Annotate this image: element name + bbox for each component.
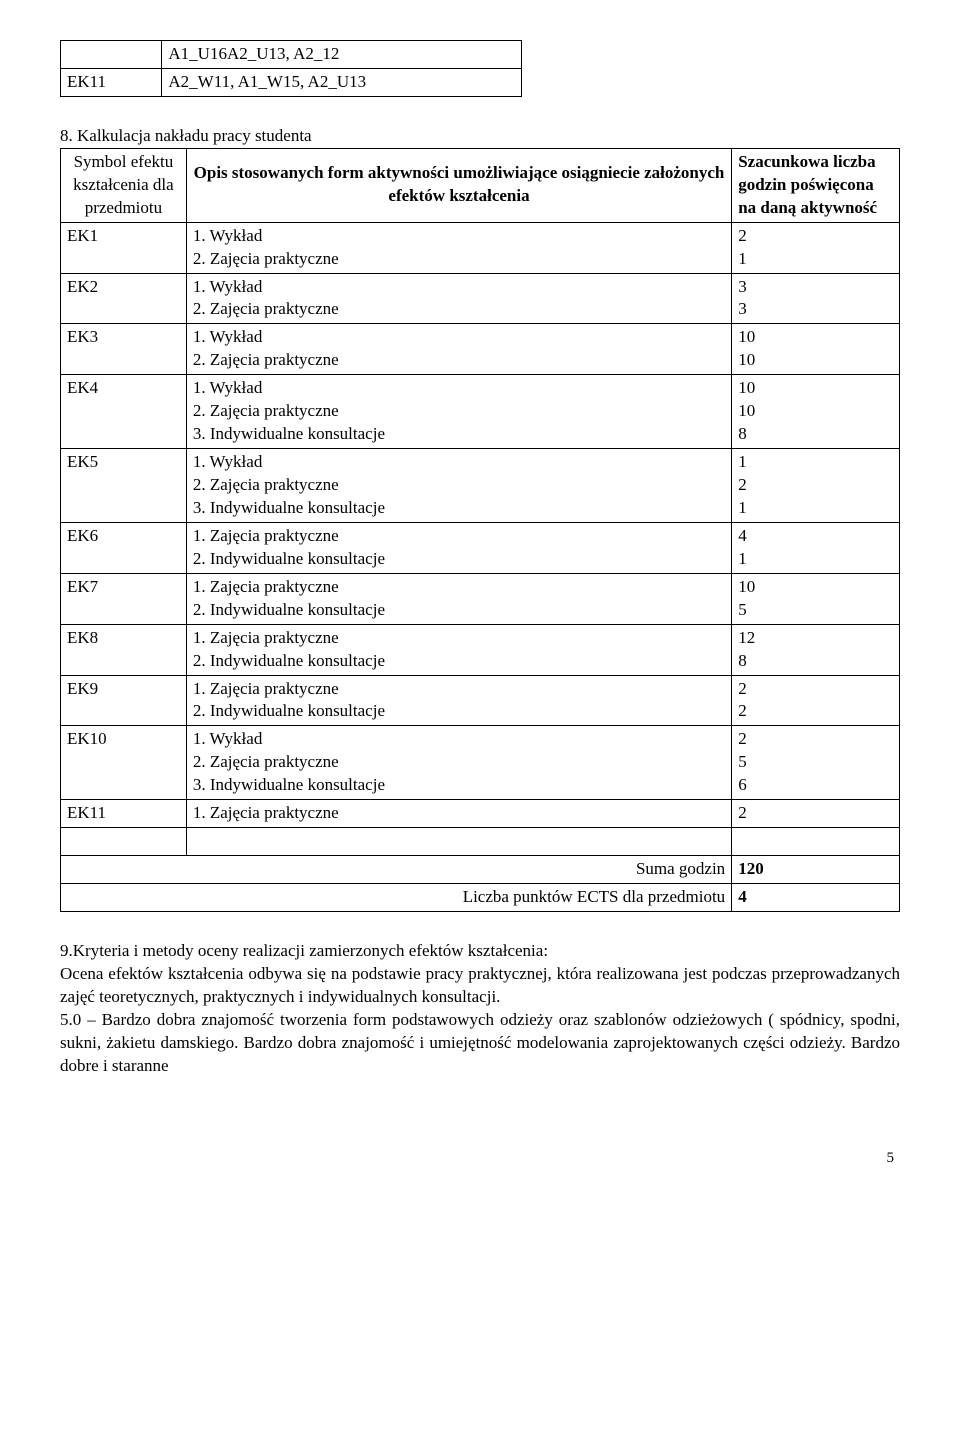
sum-row-hours: Suma godzin 120 (61, 856, 900, 884)
ek-hours: 3 3 (732, 273, 900, 324)
sum-value-ects: 4 (732, 884, 900, 912)
ek-label: EK5 (61, 449, 187, 523)
section-9-paragraph: 9.Kryteria i metody oceny realizacji zam… (60, 940, 900, 1078)
page-number: 5 (60, 1148, 900, 1168)
top-r1-c2: A1_U16A2_U13, A2_12 (162, 41, 522, 69)
ek-label: EK1 (61, 222, 187, 273)
ek-label: EK4 (61, 375, 187, 449)
ek-hours: 10 10 (732, 324, 900, 375)
top-r1-c1 (61, 41, 162, 69)
section-9-title: 9.Kryteria i metody oceny realizacji zam… (60, 941, 548, 960)
ek-acts: 1. Zajęcia praktyczne (186, 800, 731, 828)
ek-label: EK2 (61, 273, 187, 324)
ek-hours: 2 5 6 (732, 726, 900, 800)
top-r2-c1: EK11 (61, 68, 162, 96)
col-header-symbol: Symbol efektu kształcenia dla przedmiotu (61, 148, 187, 222)
ek-acts: 1. Wykład 2. Zajęcia praktyczne 3. Indyw… (186, 726, 731, 800)
ek-label: EK10 (61, 726, 187, 800)
section-9-p1: Ocena efektów kształcenia odbywa się na … (60, 964, 900, 1006)
ek-acts: 1. Wykład 2. Zajęcia praktyczne 3. Indyw… (186, 449, 731, 523)
ek-hours: 2 (732, 800, 900, 828)
ek-hours: 4 1 (732, 522, 900, 573)
ek-acts: 1. Wykład 2. Zajęcia praktyczne (186, 324, 731, 375)
ek-acts: 1. Zajęcia praktyczne 2. Indywidualne ko… (186, 675, 731, 726)
ek-label: EK3 (61, 324, 187, 375)
ek-hours: 12 8 (732, 624, 900, 675)
section-9-p2: 5.0 – Bardzo dobra znajomość tworzenia f… (60, 1010, 900, 1075)
col-header-activities: Opis stosowanych form aktywności umożliw… (186, 148, 731, 222)
ek-hours: 2 2 (732, 675, 900, 726)
section-8-title: 8. Kalkulacja nakładu pracy studenta (60, 125, 900, 148)
sum-value-hours: 120 (732, 856, 900, 884)
table-row: EK9 1. Zajęcia praktyczne 2. Indywidualn… (61, 675, 900, 726)
ek-acts: 1. Wykład 2. Zajęcia praktyczne 3. Indyw… (186, 375, 731, 449)
ek-hours: 1 2 1 (732, 449, 900, 523)
table-row: EK2 1. Wykład 2. Zajęcia praktyczne 3 3 (61, 273, 900, 324)
top-r2-c2: A2_W11, A1_W15, A2_U13 (162, 68, 522, 96)
ek-acts: 1. Zajęcia praktyczne 2. Indywidualne ko… (186, 522, 731, 573)
table-row: EK7 1. Zajęcia praktyczne 2. Indywidualn… (61, 573, 900, 624)
ek-label: EK8 (61, 624, 187, 675)
sum-row-ects: Liczba punktów ECTS dla przedmiotu 4 (61, 884, 900, 912)
table-row: EK5 1. Wykład 2. Zajęcia praktyczne 3. I… (61, 449, 900, 523)
table-header-row: Symbol efektu kształcenia dla przedmiotu… (61, 148, 900, 222)
ek-label: EK7 (61, 573, 187, 624)
table-row: EK11 1. Zajęcia praktyczne 2 (61, 800, 900, 828)
ek-label: EK9 (61, 675, 187, 726)
table-row: EK3 1. Wykład 2. Zajęcia praktyczne 10 1… (61, 324, 900, 375)
ek-acts: 1. Zajęcia praktyczne 2. Indywidualne ko… (186, 624, 731, 675)
ek-acts: 1. Wykład 2. Zajęcia praktyczne (186, 273, 731, 324)
top-codes-table: A1_U16A2_U13, A2_12 EK11 A2_W11, A1_W15,… (60, 40, 522, 97)
sum-label-ects: Liczba punktów ECTS dla przedmiotu (61, 884, 732, 912)
ek-acts: 1. Zajęcia praktyczne 2. Indywidualne ko… (186, 573, 731, 624)
ek-acts: 1. Wykład 2. Zajęcia praktyczne (186, 222, 731, 273)
table-row: EK1 1. Wykład 2. Zajęcia praktyczne 2 1 (61, 222, 900, 273)
table-row: EK6 1. Zajęcia praktyczne 2. Indywidualn… (61, 522, 900, 573)
sum-label-hours: Suma godzin (61, 856, 732, 884)
table-row: EK8 1. Zajęcia praktyczne 2. Indywidualn… (61, 624, 900, 675)
table-row: EK10 1. Wykład 2. Zajęcia praktyczne 3. … (61, 726, 900, 800)
ek-label: EK6 (61, 522, 187, 573)
workload-table: Symbol efektu kształcenia dla przedmiotu… (60, 148, 900, 912)
ek-hours: 2 1 (732, 222, 900, 273)
ek-hours: 10 5 (732, 573, 900, 624)
col-header-hours: Szacunkowa liczba godzin poświęcona na d… (732, 148, 900, 222)
table-row: EK4 1. Wykład 2. Zajęcia praktyczne 3. I… (61, 375, 900, 449)
ek-hours: 10 10 8 (732, 375, 900, 449)
ek-label: EK11 (61, 800, 187, 828)
table-empty-row (61, 828, 900, 856)
